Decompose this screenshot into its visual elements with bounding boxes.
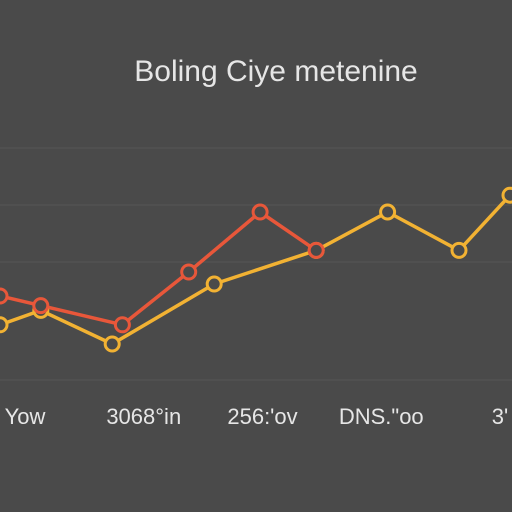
point xyxy=(251,203,269,221)
point xyxy=(0,316,9,334)
point xyxy=(501,186,512,204)
point xyxy=(32,297,50,315)
point xyxy=(205,275,223,293)
point xyxy=(113,316,131,334)
point xyxy=(180,263,198,281)
point xyxy=(450,241,468,259)
point xyxy=(0,287,9,305)
x-label: DNS."oo xyxy=(339,404,424,429)
line-series xyxy=(0,194,512,346)
x-label: Yow xyxy=(5,404,46,429)
point xyxy=(379,203,397,221)
x-label: 3' xyxy=(492,404,508,429)
x-label: 256:'ov xyxy=(227,404,297,429)
x-label: 3068°in xyxy=(106,404,181,429)
point xyxy=(307,241,325,259)
chart-title: Boling Ciye metenine xyxy=(134,55,418,88)
point xyxy=(103,335,121,353)
